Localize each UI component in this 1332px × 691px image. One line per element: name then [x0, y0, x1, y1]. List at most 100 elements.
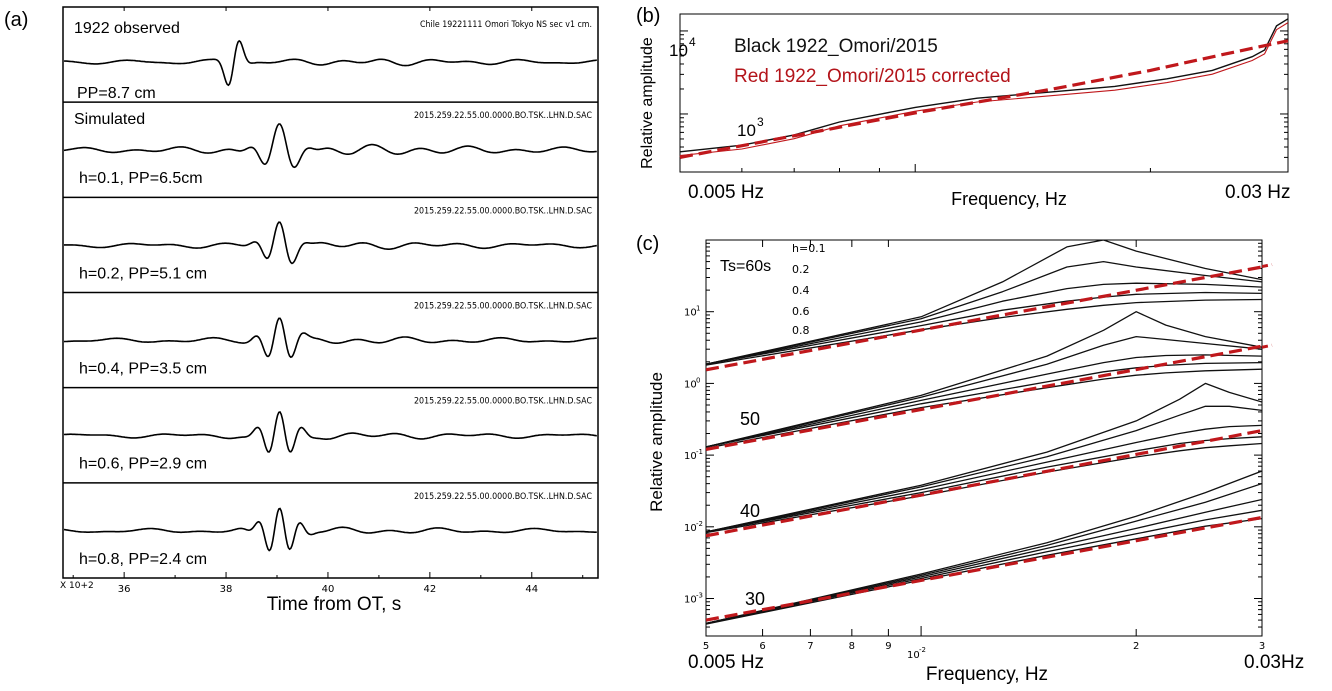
y-tick-label: 10 — [684, 595, 697, 606]
response-curve — [706, 361, 1262, 448]
corrected-fit-extension — [1261, 343, 1273, 349]
trace-name: Simulated — [74, 111, 145, 128]
panel-label-a: (a) — [4, 9, 28, 31]
trace-pp-label: PP=8.7 cm — [77, 85, 156, 102]
seismogram-trace — [63, 411, 597, 453]
y-tick-exponent: 0 — [696, 376, 700, 384]
response-curve — [706, 482, 1262, 625]
panel-b-xlabel: Frequency, Hz — [951, 189, 1067, 209]
corrected-fit-line — [706, 429, 1262, 538]
panel-c-group-label-30: 30 — [745, 589, 765, 609]
corrected-fit-line — [706, 515, 1262, 622]
trace-pp-label: h=0.2, PP=5.1 cm — [79, 265, 207, 282]
response-curve — [706, 470, 1262, 625]
panel-c-legend-title: Ts=60s — [720, 258, 771, 275]
panel-a-xlabel: Time from OT, s — [267, 594, 401, 615]
response-curve — [706, 335, 1262, 448]
x-tick-label: 3 — [1259, 641, 1265, 652]
panel-b-x-end-label: 0.03 Hz — [1225, 182, 1290, 203]
x-tick-label: 9 — [885, 641, 891, 652]
x-tick-label: 38 — [220, 584, 233, 595]
series-line-corrected-fine — [679, 22, 1289, 157]
panel-c-h-label-1: 0.2 — [792, 263, 810, 276]
y-tick-exponent: 1 — [696, 305, 700, 313]
panel-c-h-label-3: 0.6 — [792, 305, 810, 318]
panel-label-b: (b) — [636, 5, 660, 27]
response-curve — [706, 240, 1262, 365]
panel-c-response-curves: 10 110 010 -110 -210 -35 6 7 8 9 2 3 — [684, 239, 1273, 652]
corrected-fit-extension — [1261, 263, 1273, 269]
trace-header: 2015.259.22.55.00.0000.BO.TSK..LHN.D.SAC — [414, 302, 592, 312]
panel-b-legend-black: Black 1922_Omori/2015 — [734, 36, 938, 57]
y-tick-exponent: -3 — [696, 592, 703, 600]
trace-name: 1922 observed — [74, 20, 180, 37]
y-tick-label: 10 — [684, 308, 697, 319]
panel-c-h-label-0: h=0.1 — [792, 242, 826, 255]
panel-b-x-start-label: 0.005 Hz — [688, 182, 764, 203]
trace-header: 2015.259.22.55.00.0000.BO.TSK..LHN.D.SAC — [414, 111, 592, 121]
panel-label-c: (c) — [636, 233, 659, 255]
response-curve — [706, 436, 1262, 533]
trace-header: 2015.259.22.55.00.0000.BO.TSK..LHN.D.SAC — [414, 397, 592, 407]
trace-pp-label: h=0.4, PP=3.5 cm — [79, 361, 207, 378]
panel-c-x-decade-base: 10 — [907, 650, 920, 661]
panel-c-ylabel: Relative amplitude — [647, 372, 666, 512]
response-curve — [706, 424, 1262, 533]
panel-a-seismograms: 36 38 40 42 44 1922 observed PP=8.7 cm Chile 19… — [62, 6, 599, 595]
seismogram-trace — [63, 123, 597, 169]
response-curve — [706, 354, 1262, 448]
seismogram-trace — [63, 507, 597, 552]
panel-b-ytick-base: 10 — [669, 41, 688, 60]
response-curve — [706, 498, 1262, 625]
panel-c-x-decade-label: 10 -2 — [907, 646, 926, 661]
panel-b-spectrum-ratio — [679, 13, 1289, 173]
x-tick-label: 5 — [703, 641, 709, 652]
x-tick-label: 7 — [807, 641, 813, 652]
panel-b-ytick-exp: 4 — [689, 35, 696, 49]
x-tick-label: 2 — [1133, 641, 1139, 652]
panel-c-h-label-4: 0.8 — [792, 324, 810, 337]
panel-c-curves — [706, 240, 1262, 625]
series-line-corrected-fit — [679, 39, 1289, 159]
panel-c-group-label-50: 50 — [740, 409, 760, 429]
y-tick-exponent: -1 — [696, 448, 703, 456]
panel-c-x-start-label: 0.005 Hz — [688, 652, 764, 673]
y-tick-exponent: -2 — [696, 520, 703, 528]
panel-c-group-label-40: 40 — [740, 501, 760, 521]
panel-c-x-end-label: 0.03Hz — [1244, 652, 1304, 673]
response-curve — [706, 282, 1262, 365]
y-tick-label: 10 — [684, 451, 697, 462]
x-tick-label: 8 — [849, 641, 855, 652]
trace-header: Chile 19221111 Omori Tokyo NS sec v1 cm. — [420, 20, 592, 30]
panel-b-frame — [679, 13, 1289, 173]
corrected-fit-line — [706, 265, 1262, 372]
panel-c-xlabel: Frequency, Hz — [926, 664, 1048, 685]
x-tick-label: 44 — [525, 584, 538, 595]
seismogram-trace — [63, 317, 597, 359]
x-tick-label: 36 — [118, 584, 131, 595]
response-curve — [706, 382, 1262, 533]
response-curve — [706, 405, 1262, 533]
y-tick-label: 10 — [684, 523, 697, 534]
panel-a-multiplier: X 10+2 — [60, 581, 94, 591]
x-tick-label: 40 — [322, 584, 335, 595]
seismogram-trace — [63, 39, 597, 87]
response-curve — [706, 311, 1262, 448]
panel-c-x-decade-exp: -2 — [919, 646, 926, 654]
response-curve — [706, 260, 1262, 365]
trace-header: 2015.259.22.55.00.0000.BO.TSK..LHN.D.SAC — [414, 206, 592, 216]
trace-pp-label: h=0.6, PP=2.9 cm — [79, 456, 207, 473]
x-tick-label: 6 — [759, 641, 765, 652]
series-line-measured — [679, 18, 1289, 153]
trace-header: 2015.259.22.55.00.0000.BO.TSK..LHN.D.SAC — [414, 492, 592, 502]
panel-b-ylabel: Relative amplitude — [639, 37, 656, 169]
trace-pp-label: h=0.8, PP=2.4 cm — [79, 551, 207, 568]
panel-c-h-label-2: 0.4 — [792, 284, 810, 297]
panel-c-frame — [705, 239, 1263, 637]
x-tick-label: 42 — [423, 584, 436, 595]
trace-pp-label: h=0.1, PP=6.5cm — [79, 170, 203, 187]
panel-b-ytick-base: 10 — [737, 121, 756, 140]
panel-b-ytick-label-1e4: 10 4 — [669, 35, 696, 60]
panel-b-legend-red: Red 1922_Omori/2015 corrected — [734, 66, 1011, 87]
